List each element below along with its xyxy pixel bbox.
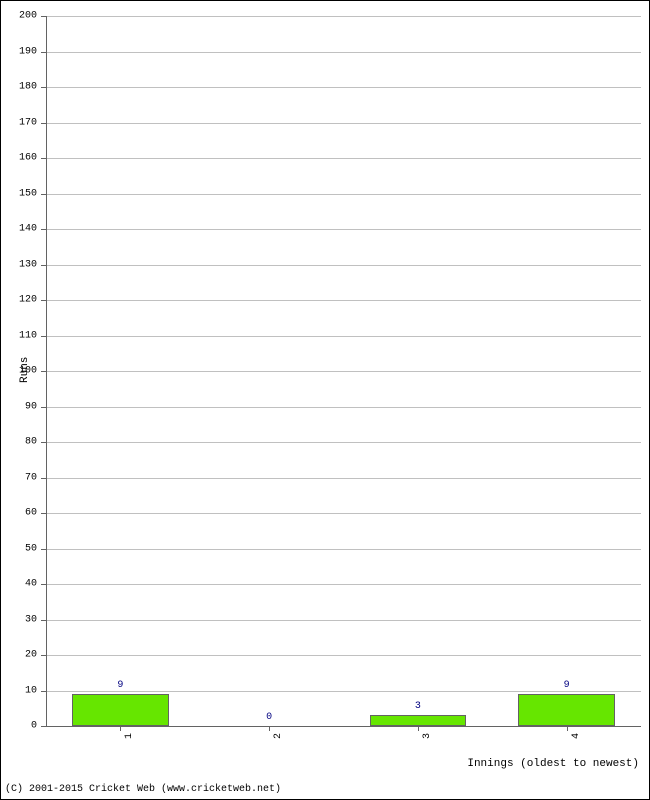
x-axis-title: Innings (oldest to newest) — [467, 758, 639, 770]
y-tick-label: 80 — [25, 437, 37, 448]
y-tick-label: 90 — [25, 401, 37, 412]
gridline — [46, 123, 641, 124]
gridline — [46, 442, 641, 443]
chart-container: Runs Innings (oldest to newest) (C) 2001… — [0, 0, 650, 800]
bar — [72, 694, 169, 726]
bar-value-label: 3 — [415, 701, 421, 712]
y-axis-line — [46, 16, 47, 726]
gridline — [46, 407, 641, 408]
y-tick-label: 30 — [25, 614, 37, 625]
gridline — [46, 691, 641, 692]
gridline — [46, 513, 641, 514]
plot-area — [46, 16, 641, 726]
bar-value-label: 9 — [117, 680, 123, 691]
gridline — [46, 336, 641, 337]
x-tick — [120, 726, 121, 731]
y-tick-label: 40 — [25, 579, 37, 590]
x-tick-label: 4 — [571, 733, 582, 739]
x-tick — [418, 726, 419, 731]
copyright-text: (C) 2001-2015 Cricket Web (www.cricketwe… — [5, 784, 281, 795]
x-tick-label: 1 — [124, 733, 135, 739]
x-tick-label: 3 — [422, 733, 433, 739]
y-tick-label: 150 — [19, 188, 37, 199]
gridline — [46, 549, 641, 550]
gridline — [46, 265, 641, 266]
bar-value-label: 9 — [564, 680, 570, 691]
y-tick-label: 160 — [19, 153, 37, 164]
gridline — [46, 584, 641, 585]
y-tick-label: 110 — [19, 330, 37, 341]
gridline — [46, 52, 641, 53]
bar — [370, 715, 467, 726]
gridline — [46, 87, 641, 88]
y-tick-label: 20 — [25, 650, 37, 661]
y-tick-label: 50 — [25, 543, 37, 554]
y-tick-label: 60 — [25, 508, 37, 519]
y-tick-label: 0 — [31, 721, 37, 732]
gridline — [46, 478, 641, 479]
x-tick-label: 2 — [273, 733, 284, 739]
y-tick-label: 100 — [19, 366, 37, 377]
gridline — [46, 620, 641, 621]
y-tick-label: 190 — [19, 46, 37, 57]
y-tick-label: 70 — [25, 472, 37, 483]
x-tick — [269, 726, 270, 731]
y-tick-label: 140 — [19, 224, 37, 235]
y-tick-label: 120 — [19, 295, 37, 306]
x-tick — [567, 726, 568, 731]
gridline — [46, 16, 641, 17]
gridline — [46, 158, 641, 159]
bar-value-label: 0 — [266, 712, 272, 723]
y-tick-label: 180 — [19, 82, 37, 93]
gridline — [46, 655, 641, 656]
y-tick-label: 170 — [19, 117, 37, 128]
y-tick-label: 10 — [25, 685, 37, 696]
bar — [518, 694, 615, 726]
x-axis-line — [46, 726, 641, 727]
gridline — [46, 300, 641, 301]
gridline — [46, 371, 641, 372]
gridline — [46, 229, 641, 230]
y-tick-label: 130 — [19, 259, 37, 270]
gridline — [46, 194, 641, 195]
y-tick-label: 200 — [19, 11, 37, 22]
